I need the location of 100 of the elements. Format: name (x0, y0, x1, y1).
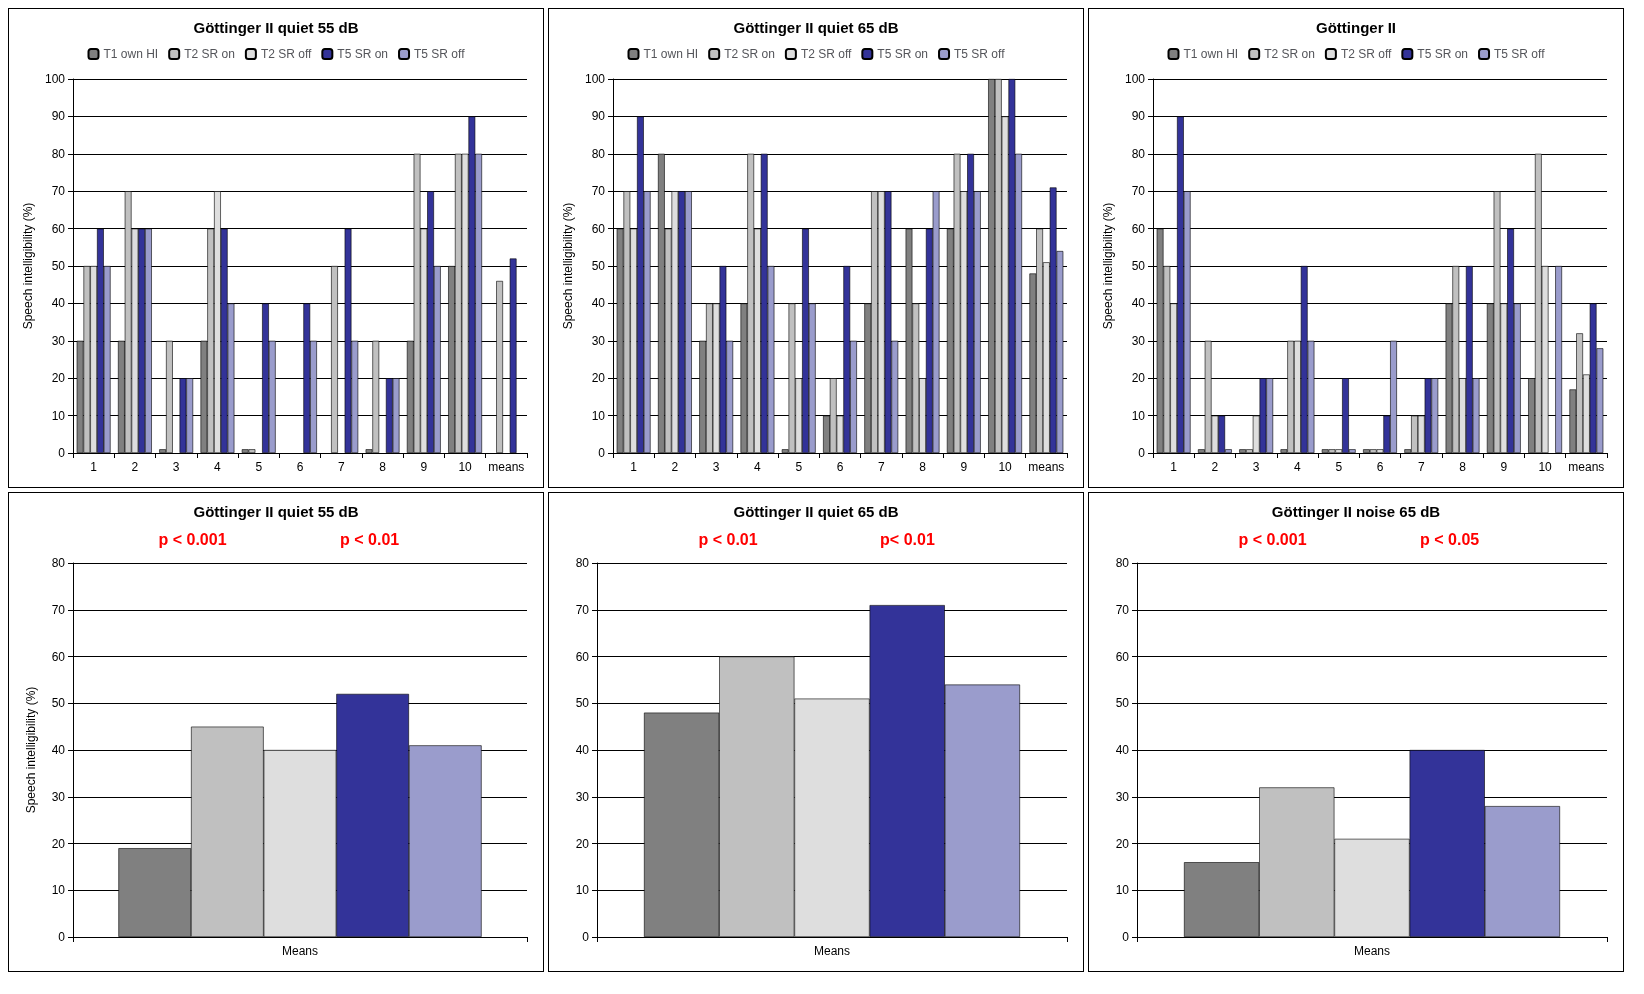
x-tick-label: 9 (960, 460, 968, 474)
legend-label: T2 SR off (800, 47, 853, 61)
legend-label: T2 SR off (1340, 47, 1393, 61)
x-tick-label: 7 (877, 460, 885, 474)
legend-label: T1 own HI (1183, 47, 1239, 61)
y-tick-label: 60 (591, 221, 606, 236)
legend-label: T5 SR on (1417, 47, 1469, 61)
y-tick-label: 70 (51, 602, 66, 617)
y-tick-label: 50 (1131, 259, 1146, 273)
y-tick-label: 100 (584, 72, 606, 86)
y-tick-label: 100 (1124, 72, 1146, 86)
y-tick-label: 80 (51, 556, 66, 570)
x-tick-label: 8 (919, 460, 927, 474)
y-tick-label: 30 (591, 333, 606, 348)
y-tick-label: 10 (1131, 408, 1146, 423)
y-tick-label: 50 (51, 696, 66, 711)
y-tick-label: 0 (1122, 930, 1130, 944)
y-tick-label: 60 (1131, 221, 1146, 236)
x-tick-label: 6 (836, 460, 844, 474)
x-tick-label: 10 (1538, 460, 1553, 474)
legend-label: T5 SR on (877, 47, 929, 61)
y-tick-label: 50 (1115, 696, 1130, 711)
y-tick-label: 40 (51, 743, 66, 757)
y-tick-label: 40 (591, 296, 606, 311)
y-tick-label: 40 (575, 743, 590, 757)
y-tick-label: 50 (591, 259, 606, 273)
x-tick-label: 5 (255, 460, 263, 474)
y-tick-label: 50 (575, 696, 590, 711)
y-tick-label: 80 (1131, 146, 1146, 161)
y-tick-label: 10 (591, 408, 606, 423)
x-tick-label: 3 (172, 460, 180, 474)
y-tick-label: 20 (575, 836, 590, 851)
y-tick-label: 0 (58, 446, 66, 460)
y-tick-label: 0 (58, 930, 66, 944)
legend-label: T2 SR on (1264, 47, 1315, 61)
x-tick-label: 4 (214, 460, 222, 474)
y-tick-label: 10 (1115, 883, 1130, 898)
y-tick-label: 40 (1115, 743, 1130, 757)
text: p< 0.01 (880, 530, 935, 548)
x-tick-label: 3 (1252, 460, 1260, 474)
y-tick-label: 10 (575, 883, 590, 898)
x-tick-label: means (1568, 460, 1605, 474)
x-tick-label: means (1028, 460, 1065, 474)
x-tick-label: 2 (1211, 460, 1219, 474)
text: p < 0.01 (340, 530, 400, 548)
x-tick-label: 7 (1417, 460, 1425, 474)
y-tick-label: 60 (1115, 649, 1130, 664)
y-tick-label: 40 (51, 296, 66, 311)
y-tick-label: 90 (591, 109, 606, 124)
y-tick-label: 60 (51, 649, 66, 664)
x-tick-label: 8 (1459, 460, 1467, 474)
y-tick-label: 80 (1115, 556, 1130, 570)
chart-title: Göttinger II quiet 65 dB (733, 19, 899, 36)
x-tick-label: 1 (90, 460, 98, 474)
y-tick-label: 60 (575, 649, 590, 664)
x-tick-label: 5 (795, 460, 803, 474)
y-tick-label: 0 (598, 446, 606, 460)
chart-title: Göttinger II noise 65 dB (1271, 503, 1441, 520)
legend-label: T2 SR on (724, 47, 775, 61)
y-tick-label: 80 (591, 146, 606, 161)
x-tick-label: 7 (337, 460, 345, 474)
x-tick-label: 6 (1376, 460, 1384, 474)
y-tick-label: 90 (1131, 109, 1146, 124)
x-tick-label: 9 (1500, 460, 1508, 474)
x-tick-label: 4 (1294, 460, 1302, 474)
text: p < 0.001 (158, 530, 227, 548)
x-tick-label: 2 (131, 460, 139, 474)
y-tick-label: 30 (51, 789, 66, 804)
legend-label: T1 own HI (643, 47, 699, 61)
y-tick-label: 30 (1115, 789, 1130, 804)
chart-title: Göttinger II quiet 55 dB (193, 503, 359, 520)
y-tick-label: 30 (575, 789, 590, 804)
x-tick-label: 8 (379, 460, 387, 474)
y-tick-label: 60 (51, 221, 66, 236)
x-tick-label: 10 (998, 460, 1013, 474)
x-tick-label: Means (813, 944, 851, 958)
legend-label: T5 SR off (954, 47, 1006, 61)
y-tick-label: 20 (1131, 371, 1146, 386)
x-tick-label: Means (1353, 944, 1391, 958)
chart-title: Göttinger II quiet 55 dB (193, 19, 359, 36)
y-tick-label: 70 (1115, 602, 1130, 617)
y-tick-label: 50 (51, 259, 66, 273)
y-axis-title: Speech intelligibility (%) (561, 202, 576, 330)
x-tick-label: Means (281, 944, 319, 958)
y-tick-label: 20 (591, 371, 606, 386)
x-tick-label: 6 (296, 460, 304, 474)
legend-label: T5 SR off (414, 47, 466, 61)
y-tick-label: 30 (1131, 333, 1146, 348)
text: p < 0.01 (698, 530, 758, 548)
y-tick-label: 80 (51, 146, 66, 161)
y-tick-label: 100 (44, 72, 66, 86)
chart-title: Göttinger II (1316, 19, 1396, 36)
y-axis-title: Speech intelligibility (%) (24, 686, 38, 814)
y-axis-title: Speech intelligibility (%) (21, 202, 36, 330)
y-tick-label: 20 (51, 836, 66, 851)
chart-title: Göttinger II quiet 65 dB (733, 503, 899, 520)
x-tick-label: 10 (458, 460, 473, 474)
y-tick-label: 90 (51, 109, 66, 124)
y-tick-label: 10 (51, 408, 66, 423)
legend-label: T1 own HI (103, 47, 159, 61)
